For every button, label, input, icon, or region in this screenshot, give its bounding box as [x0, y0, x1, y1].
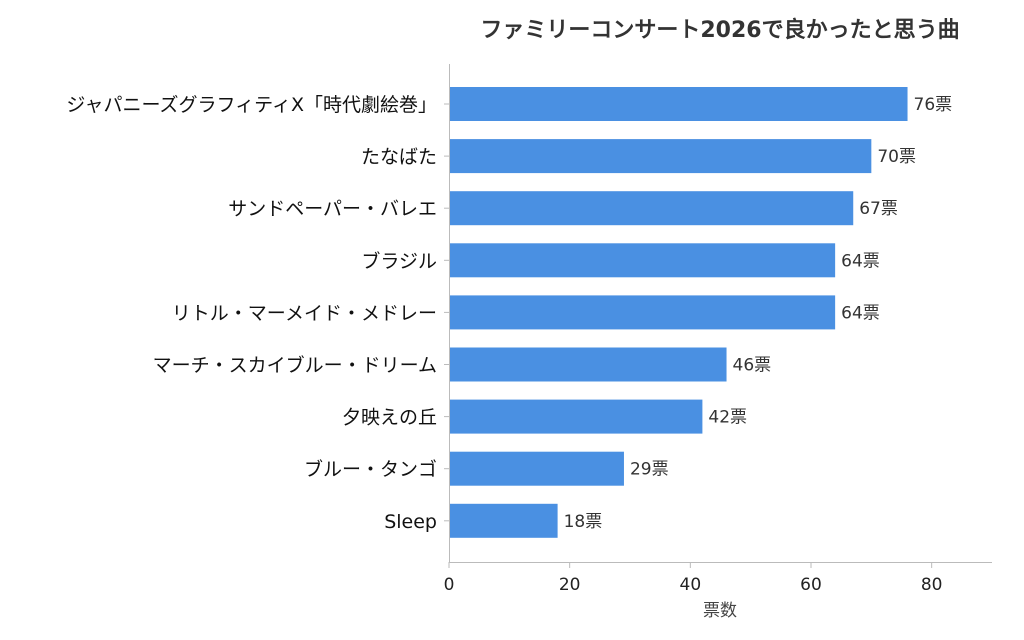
value-label: 42票: [708, 408, 747, 428]
x-tick-label: 20: [559, 575, 581, 595]
x-axis-title: 票数: [703, 601, 737, 621]
bar: [449, 139, 872, 174]
value-label: 76票: [914, 95, 953, 115]
bar: [449, 347, 727, 382]
category-labels: ジャパニーズグラフィティX「時代劇絵巻」たなばたサンドペーパー・バレエブラジルリ…: [66, 94, 449, 533]
x-tick-label: 40: [680, 575, 702, 595]
value-label: 46票: [733, 356, 772, 376]
category-label: ブラジル: [361, 249, 437, 272]
value-label: 64票: [841, 303, 880, 323]
bar: [449, 399, 703, 434]
category-label: Sleep: [384, 511, 437, 533]
category-label: サンドペーパー・バレエ: [228, 198, 437, 220]
chart-title: ファミリーコンサート2026で良かったと思う曲: [480, 17, 959, 43]
value-label: 29票: [630, 460, 669, 480]
x-axis-ticks: 0 20 40 60 80: [444, 562, 943, 595]
category-label: ブルー・タンゴ: [304, 458, 437, 481]
x-tick-label: 60: [800, 575, 822, 595]
bar: [449, 503, 558, 538]
value-label: 18票: [564, 512, 603, 532]
bar: [449, 451, 624, 486]
value-label: 64票: [841, 251, 880, 271]
bar: [449, 191, 854, 226]
x-tick-label: 80: [921, 575, 943, 595]
category-label: 夕映えの丘: [342, 407, 437, 429]
bar: [449, 295, 836, 330]
category-label: マーチ・スカイブルー・ドリーム: [153, 354, 437, 377]
bars-group: [449, 87, 908, 538]
category-label: ジャパニーズグラフィティX「時代劇絵巻」: [66, 94, 437, 116]
bar: [449, 243, 836, 278]
bar: [449, 87, 908, 121]
category-label: リトル・マーメイド・メドレー: [172, 302, 437, 324]
value-label: 70票: [877, 147, 916, 167]
value-labels: 76票 70票 67票 64票 64票 46票 42票 29票 18票: [564, 95, 953, 532]
category-label: たなばた: [361, 146, 437, 168]
value-label: 67票: [859, 199, 898, 219]
x-tick-label: 0: [444, 575, 455, 595]
